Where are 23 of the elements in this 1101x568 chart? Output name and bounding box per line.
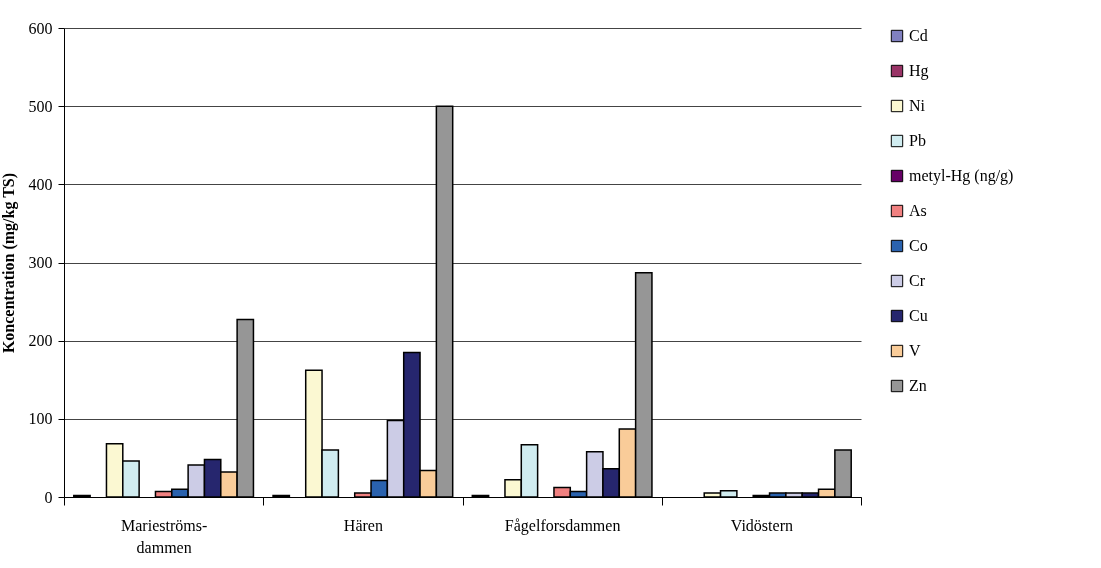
legend-label: Zn — [909, 377, 927, 394]
y-tick-label: 400 — [28, 175, 53, 193]
y-tick-label: 600 — [28, 19, 53, 37]
y-tick-label: 200 — [28, 332, 53, 350]
legend-label: metyl-Hg (ng/g) — [909, 167, 1014, 185]
x-tick-label: Marieströms-dammen — [121, 516, 208, 556]
y-tick-label: 0 — [44, 488, 53, 506]
legend-label: Pb — [909, 132, 926, 149]
legend-label: Cr — [909, 272, 926, 289]
x-tick-label: Vidöstern — [730, 516, 793, 534]
legend-label: Cd — [909, 27, 928, 44]
legend-label: Hg — [909, 62, 929, 80]
legend-label: Cu — [909, 307, 928, 324]
y-axis-title: Koncentration (mg/kg TS) — [0, 172, 18, 354]
x-tick-label: Fågelforsdammen — [504, 516, 621, 535]
legend-label: Co — [909, 237, 928, 254]
y-tick-label: 300 — [28, 254, 53, 271]
legend-label: V — [909, 342, 921, 359]
x-tick-label: Hären — [343, 516, 383, 534]
legend-label: Ni — [909, 97, 926, 114]
legend-label: As — [909, 202, 927, 219]
y-tick-label: 100 — [28, 410, 53, 428]
y-tick-label: 500 — [28, 97, 53, 115]
